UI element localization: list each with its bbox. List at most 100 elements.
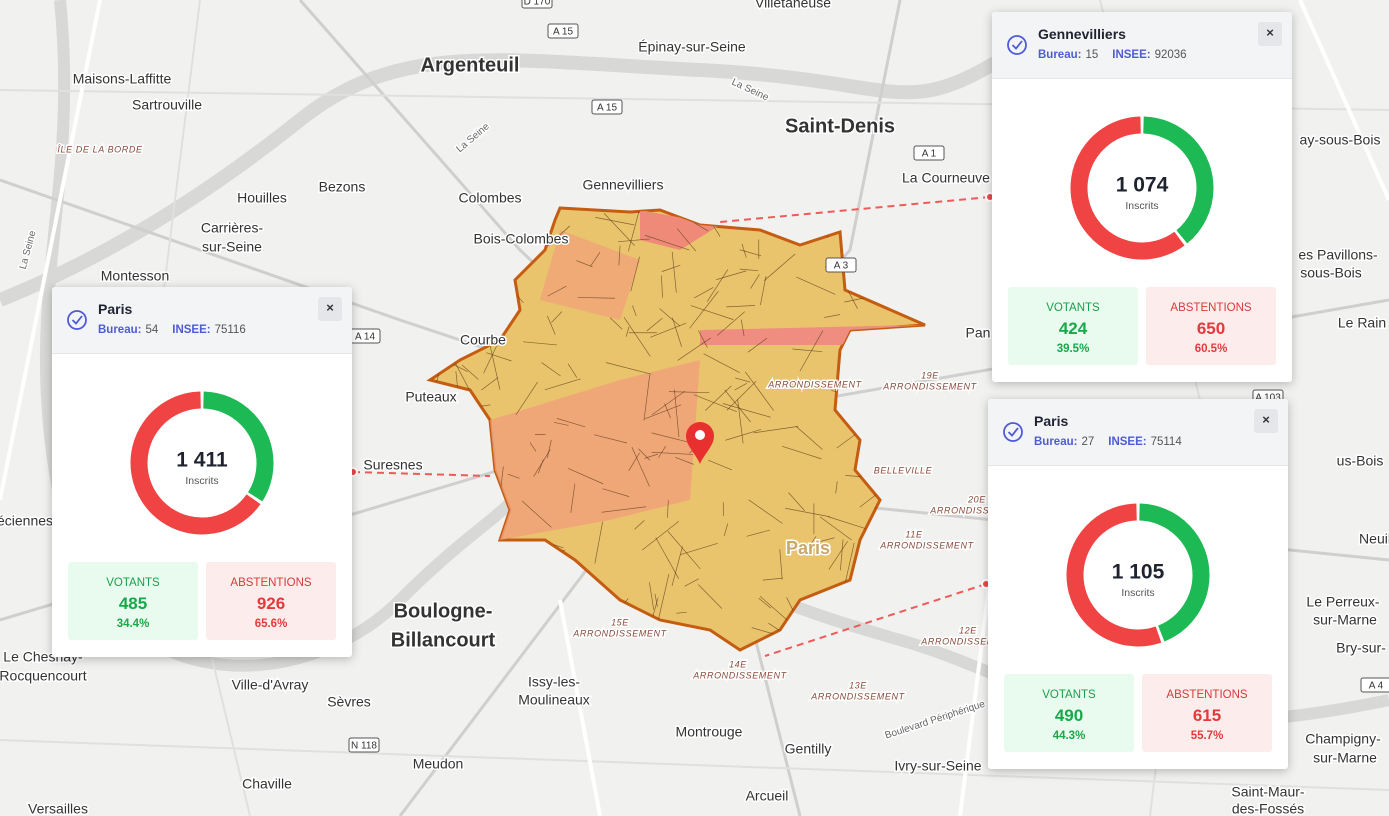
- shield-box: [825, 257, 857, 273]
- close-button[interactable]: ×: [318, 297, 342, 321]
- bureau-border: [661, 264, 681, 272]
- bureau-border: [483, 338, 501, 374]
- map-label: Rocquencourt: [0, 668, 87, 684]
- bureau-border: [497, 305, 501, 320]
- bureau-border: [609, 317, 623, 330]
- bureau-border: [734, 377, 751, 383]
- map-label: Sèvres: [327, 694, 371, 710]
- popup-meta: Bureau: 15 INSEE: 92036: [1038, 49, 1187, 61]
- bureau-border: [684, 578, 699, 587]
- map-label: Bois-Colombes: [474, 231, 569, 247]
- bureau-border: [724, 389, 751, 423]
- bureau-border: [483, 428, 489, 447]
- abstentions-pct: 60.5%: [1194, 343, 1228, 355]
- bureau-label: Bureau:: [98, 324, 142, 336]
- bureau-border: [892, 396, 925, 403]
- inscrits-label: Inscrits: [1121, 587, 1154, 599]
- bureau-border: [782, 445, 822, 460]
- bureau-border: [659, 308, 681, 327]
- bureau-border: [488, 551, 516, 579]
- bureau-border: [481, 377, 499, 391]
- bureau-border: [909, 436, 925, 440]
- bureau-border: [840, 539, 844, 571]
- map-label: 12E: [959, 625, 977, 635]
- road-shield: A 3: [825, 257, 857, 273]
- bureau-border: [657, 573, 670, 621]
- map-label: es Pavillons-: [1298, 247, 1378, 263]
- map-label: ARRONDISSEMENT: [572, 628, 667, 638]
- bureau-border: [646, 317, 663, 332]
- check-icon: [1007, 35, 1027, 55]
- map-label: Colombes: [458, 190, 521, 206]
- bureau-border: [465, 304, 493, 320]
- road-shield: A 4: [1360, 677, 1389, 693]
- map-label: ARRONDISSEMENT: [882, 381, 977, 391]
- bureau-border: [884, 353, 905, 380]
- bureau-border: [716, 270, 747, 280]
- bureau-border: [835, 481, 838, 494]
- bureau-zone: [490, 360, 700, 540]
- connector: [719, 196, 991, 223]
- map-label: Gentilly: [785, 741, 832, 757]
- bureau-border: [507, 473, 520, 479]
- bureau-border: [436, 315, 459, 325]
- bureau-border: [758, 598, 772, 609]
- close-button[interactable]: ×: [1254, 409, 1278, 433]
- abstentions-box: ABSTENTIONS 615 55.7%: [1142, 674, 1272, 752]
- city-name: Paris: [98, 301, 133, 317]
- popup-meta: Bureau: 54 INSEE: 75116: [98, 324, 246, 336]
- bureau-border: [763, 253, 796, 281]
- bureau-border: [541, 362, 561, 377]
- bureau-border: [725, 429, 762, 441]
- bureau-border: [894, 564, 914, 569]
- bureau-border: [788, 492, 805, 512]
- map-label: Houilles: [237, 190, 287, 206]
- map-label: des-Fossés: [1232, 801, 1304, 816]
- bureau-border: [602, 488, 630, 497]
- bureau-border: [568, 468, 604, 485]
- bureau-border: [544, 378, 581, 391]
- bureau-border: [739, 268, 759, 272]
- road-shield: A 15: [547, 23, 579, 39]
- bureau-border: [757, 208, 775, 210]
- bureau-border: [601, 506, 647, 513]
- shield-box: [1360, 677, 1389, 693]
- votants-count: 485: [118, 594, 148, 613]
- abstentions-box: ABSTENTIONS 650 60.5%: [1146, 287, 1276, 365]
- shield-label: A 14: [355, 332, 375, 343]
- bureau-label: Bureau:: [1034, 436, 1078, 448]
- inscrits-label: Inscrits: [1125, 200, 1158, 212]
- inscrits-value: 1 411: [176, 449, 228, 472]
- bureau-border: [913, 482, 917, 522]
- bureau-border: [489, 344, 501, 390]
- donut-chart: 1 411 Inscrits: [130, 391, 274, 535]
- bureau-border: [644, 404, 682, 420]
- bureau-border: [651, 390, 686, 416]
- bureau-label: Bureau:: [1038, 49, 1082, 61]
- bureau-border: [642, 520, 680, 551]
- bureau-border: [863, 391, 879, 431]
- shield-box: [547, 23, 579, 39]
- road-shield: A 14: [349, 328, 381, 344]
- bureau-border: [458, 286, 497, 316]
- abstentions-title: ABSTENTIONS: [1170, 302, 1252, 314]
- abstentions-title: ABSTENTIONS: [1166, 689, 1248, 701]
- map-label: BELLEVILLE: [874, 465, 933, 475]
- bureau-border: [785, 507, 830, 518]
- close-button[interactable]: ×: [1258, 22, 1282, 46]
- map-label: Boulogne-: [394, 600, 493, 622]
- bureau-border: [904, 208, 918, 225]
- bureau-border: [824, 314, 841, 318]
- map-label: Meudon: [413, 756, 464, 772]
- bureau-border: [470, 269, 492, 281]
- bureau-border: [655, 537, 680, 579]
- city-name: Gennevilliers: [1038, 26, 1126, 42]
- popup: Paris Bureau: 54 INSEE: 75116 × 1 411 Inscrits V…: [52, 287, 352, 657]
- bureau-border: [514, 221, 525, 225]
- bureau-border: [547, 225, 571, 247]
- bureau-border: [675, 457, 694, 465]
- bureau-border: [854, 218, 903, 224]
- bureau-border: [750, 274, 760, 289]
- bureau-border: [907, 351, 914, 381]
